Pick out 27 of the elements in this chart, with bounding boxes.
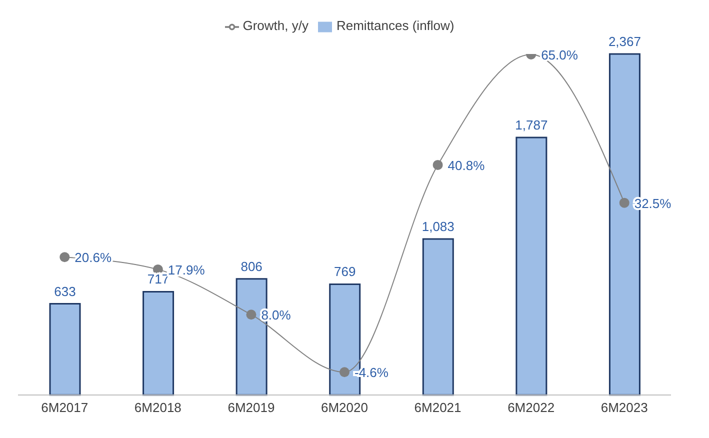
data-label: 2,367: [608, 34, 641, 49]
data-label: 633: [54, 284, 76, 299]
bar: [142, 290, 174, 396]
legend-label: Growth, y/y: [242, 18, 308, 33]
legend-label: Remittances (inflow): [336, 18, 454, 33]
data-label: 65.0%: [541, 48, 578, 63]
x-tick-label: 6M2023: [600, 400, 648, 416]
bar: [49, 303, 81, 396]
data-label: 769: [334, 264, 356, 280]
data-label: 1,083: [422, 218, 454, 234]
point: [432, 160, 443, 170]
x-tick-label: 6M2022: [508, 400, 555, 416]
data-label: 17.9%: [168, 262, 206, 278]
x-tick-label: 6M2019: [228, 400, 275, 416]
point: [340, 367, 350, 378]
data-label: 1,787: [515, 118, 548, 133]
x-tick-label: 6M2021: [414, 400, 462, 416]
x-tick-label: 6M2018: [134, 400, 182, 416]
point: [619, 198, 630, 208]
x-tick-label: 6M2017: [41, 400, 88, 416]
point: [60, 252, 70, 262]
point: [246, 310, 256, 320]
data-label: 40.8%: [448, 158, 486, 173]
x-tick-label: 6M2020: [321, 400, 368, 416]
data-label: 806: [240, 258, 262, 274]
bar: [422, 238, 454, 396]
bar: [516, 136, 548, 396]
